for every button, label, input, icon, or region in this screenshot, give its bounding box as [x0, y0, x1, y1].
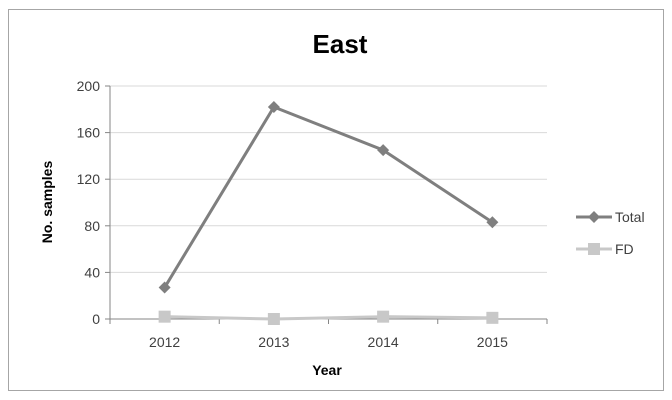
x-tick-label: 2015 [477, 334, 508, 350]
legend-item-total: Total [576, 209, 645, 225]
data-point-total [267, 100, 280, 113]
y-tick-label: 120 [77, 171, 101, 187]
x-tick-labels: 2012 2013 2014 2015 [149, 334, 508, 350]
y-tick-label: 160 [77, 125, 101, 141]
legend-swatch-marker [588, 211, 600, 223]
y-tick-label: 200 [77, 78, 101, 94]
chart-frame [8, 9, 664, 391]
data-point-fd [486, 311, 499, 324]
legend: Total FD [576, 209, 645, 257]
chart-title: East [313, 29, 368, 59]
x-tick-label: 2014 [368, 334, 399, 350]
data-point-fd [377, 310, 390, 323]
x-tick-label: 2013 [258, 334, 289, 350]
x-axis-title: Year [312, 362, 342, 378]
legend-swatch-marker [588, 243, 600, 255]
x-tick-label: 2012 [149, 334, 180, 350]
series-total [158, 100, 499, 294]
axes [105, 85, 548, 324]
data-point-total [486, 216, 499, 229]
y-tick-label: 80 [84, 218, 100, 234]
data-point-fd [267, 313, 280, 325]
y-tick-label: 40 [84, 264, 100, 280]
data-point-total [377, 144, 390, 157]
legend-item-fd: FD [576, 241, 634, 257]
y-axis-title: No. samples [39, 161, 55, 244]
data-point-total [158, 281, 171, 294]
y-tick-label: 0 [92, 311, 100, 327]
series-layer [158, 100, 499, 325]
gridlines [110, 85, 547, 273]
series-line-fd [164, 315, 493, 321]
series-line-total [163, 105, 494, 289]
legend-label: FD [615, 241, 634, 257]
data-point-fd [158, 310, 171, 323]
series-fd [158, 310, 499, 325]
legend-label: Total [615, 209, 645, 225]
y-tick-labels: 0 40 80 120 160 200 [77, 78, 101, 327]
